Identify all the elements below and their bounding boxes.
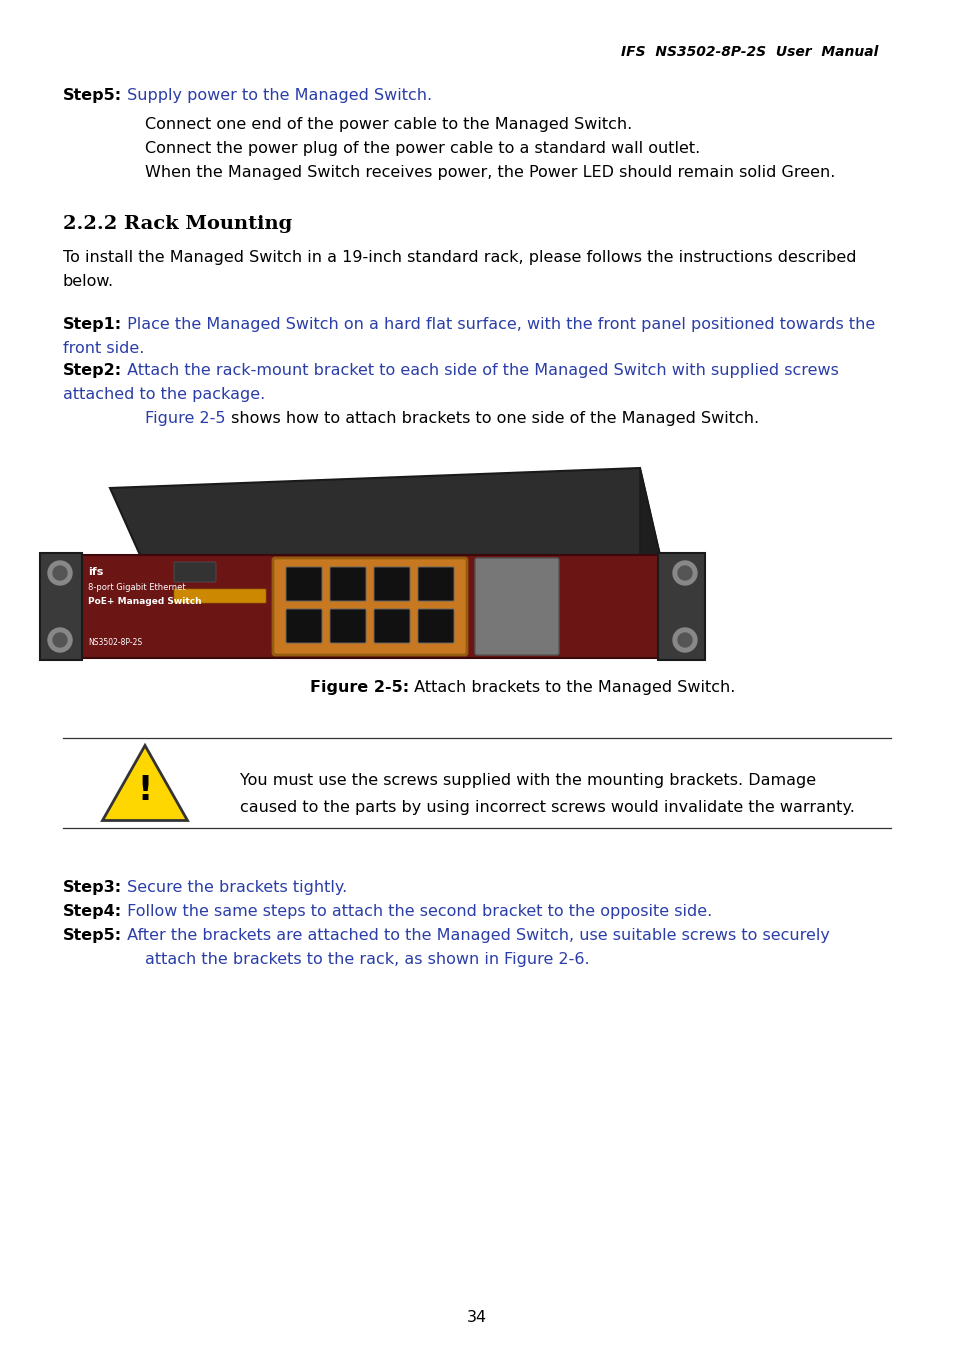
Text: !: ! — [137, 775, 152, 807]
FancyBboxPatch shape — [417, 567, 454, 601]
FancyBboxPatch shape — [173, 589, 266, 603]
Text: Secure the brackets tightly.: Secure the brackets tightly. — [122, 880, 347, 895]
FancyBboxPatch shape — [417, 609, 454, 643]
Text: attached to the package.: attached to the package. — [63, 387, 265, 402]
Circle shape — [678, 566, 691, 580]
Circle shape — [48, 628, 71, 652]
Text: Step5:: Step5: — [63, 88, 122, 103]
Polygon shape — [639, 468, 659, 657]
Text: When the Managed Switch receives power, the Power LED should remain solid Green.: When the Managed Switch receives power, … — [145, 165, 835, 180]
Text: Attach brackets to the Managed Switch.: Attach brackets to the Managed Switch. — [409, 680, 735, 695]
Circle shape — [53, 633, 67, 647]
Text: Place the Managed Switch on a hard flat surface, with the front panel positioned: Place the Managed Switch on a hard flat … — [122, 317, 875, 332]
FancyBboxPatch shape — [286, 567, 322, 601]
Text: Step2:: Step2: — [63, 363, 122, 378]
Text: IFS  NS3502-8P-2S  User  Manual: IFS NS3502-8P-2S User Manual — [620, 45, 877, 59]
Text: 34: 34 — [466, 1310, 487, 1324]
FancyBboxPatch shape — [330, 609, 366, 643]
Polygon shape — [80, 555, 659, 657]
Text: Step4:: Step4: — [63, 904, 122, 919]
Text: ifs: ifs — [88, 567, 103, 576]
Text: After the brackets are attached to the Managed Switch, use suitable screws to se: After the brackets are attached to the M… — [122, 927, 829, 944]
Text: NS3502-8P-2S: NS3502-8P-2S — [88, 639, 142, 647]
Circle shape — [672, 628, 697, 652]
FancyBboxPatch shape — [173, 562, 215, 582]
Text: Supply power to the Managed Switch.: Supply power to the Managed Switch. — [122, 88, 432, 103]
Text: Figure 2-5: Figure 2-5 — [145, 410, 225, 427]
Text: Attach the rack-mount bracket to each side of the Managed Switch with supplied s: Attach the rack-mount bracket to each si… — [122, 363, 838, 378]
Circle shape — [53, 566, 67, 580]
Text: You must use the screws supplied with the mounting brackets. Damage: You must use the screws supplied with th… — [240, 774, 815, 788]
Text: Step5:: Step5: — [63, 927, 122, 944]
Circle shape — [48, 562, 71, 585]
FancyBboxPatch shape — [374, 567, 410, 601]
FancyBboxPatch shape — [330, 567, 366, 601]
Polygon shape — [110, 468, 659, 555]
Polygon shape — [102, 745, 188, 821]
Circle shape — [672, 562, 697, 585]
Text: 8-port Gigabit Ethernet: 8-port Gigabit Ethernet — [88, 583, 186, 593]
Text: Connect one end of the power cable to the Managed Switch.: Connect one end of the power cable to th… — [145, 117, 632, 132]
Text: Follow the same steps to attach the second bracket to the opposite side.: Follow the same steps to attach the seco… — [122, 904, 712, 919]
Polygon shape — [658, 554, 704, 660]
Text: below.: below. — [63, 274, 114, 289]
FancyBboxPatch shape — [286, 609, 322, 643]
Text: Figure 2-6.: Figure 2-6. — [504, 952, 589, 967]
FancyBboxPatch shape — [273, 558, 467, 655]
Text: front side.: front side. — [63, 342, 144, 356]
Circle shape — [678, 633, 691, 647]
Text: 2.2.2 Rack Mounting: 2.2.2 Rack Mounting — [63, 215, 292, 234]
Text: caused to the parts by using incorrect screws would invalidate the warranty.: caused to the parts by using incorrect s… — [240, 801, 854, 815]
FancyBboxPatch shape — [374, 609, 410, 643]
Text: attach the brackets to the rack, as shown in: attach the brackets to the rack, as show… — [145, 952, 504, 967]
Polygon shape — [40, 554, 82, 660]
FancyBboxPatch shape — [475, 558, 558, 655]
Text: Figure 2-5:: Figure 2-5: — [310, 680, 409, 695]
Text: shows how to attach brackets to one side of the Managed Switch.: shows how to attach brackets to one side… — [225, 410, 758, 427]
Text: Step1:: Step1: — [63, 317, 122, 332]
Text: PoE+ Managed Switch: PoE+ Managed Switch — [88, 597, 201, 606]
Text: Connect the power plug of the power cable to a standard wall outlet.: Connect the power plug of the power cabl… — [145, 140, 700, 157]
Text: To install the Managed Switch in a 19-inch standard rack, please follows the ins: To install the Managed Switch in a 19-in… — [63, 250, 856, 265]
Text: Step3:: Step3: — [63, 880, 122, 895]
